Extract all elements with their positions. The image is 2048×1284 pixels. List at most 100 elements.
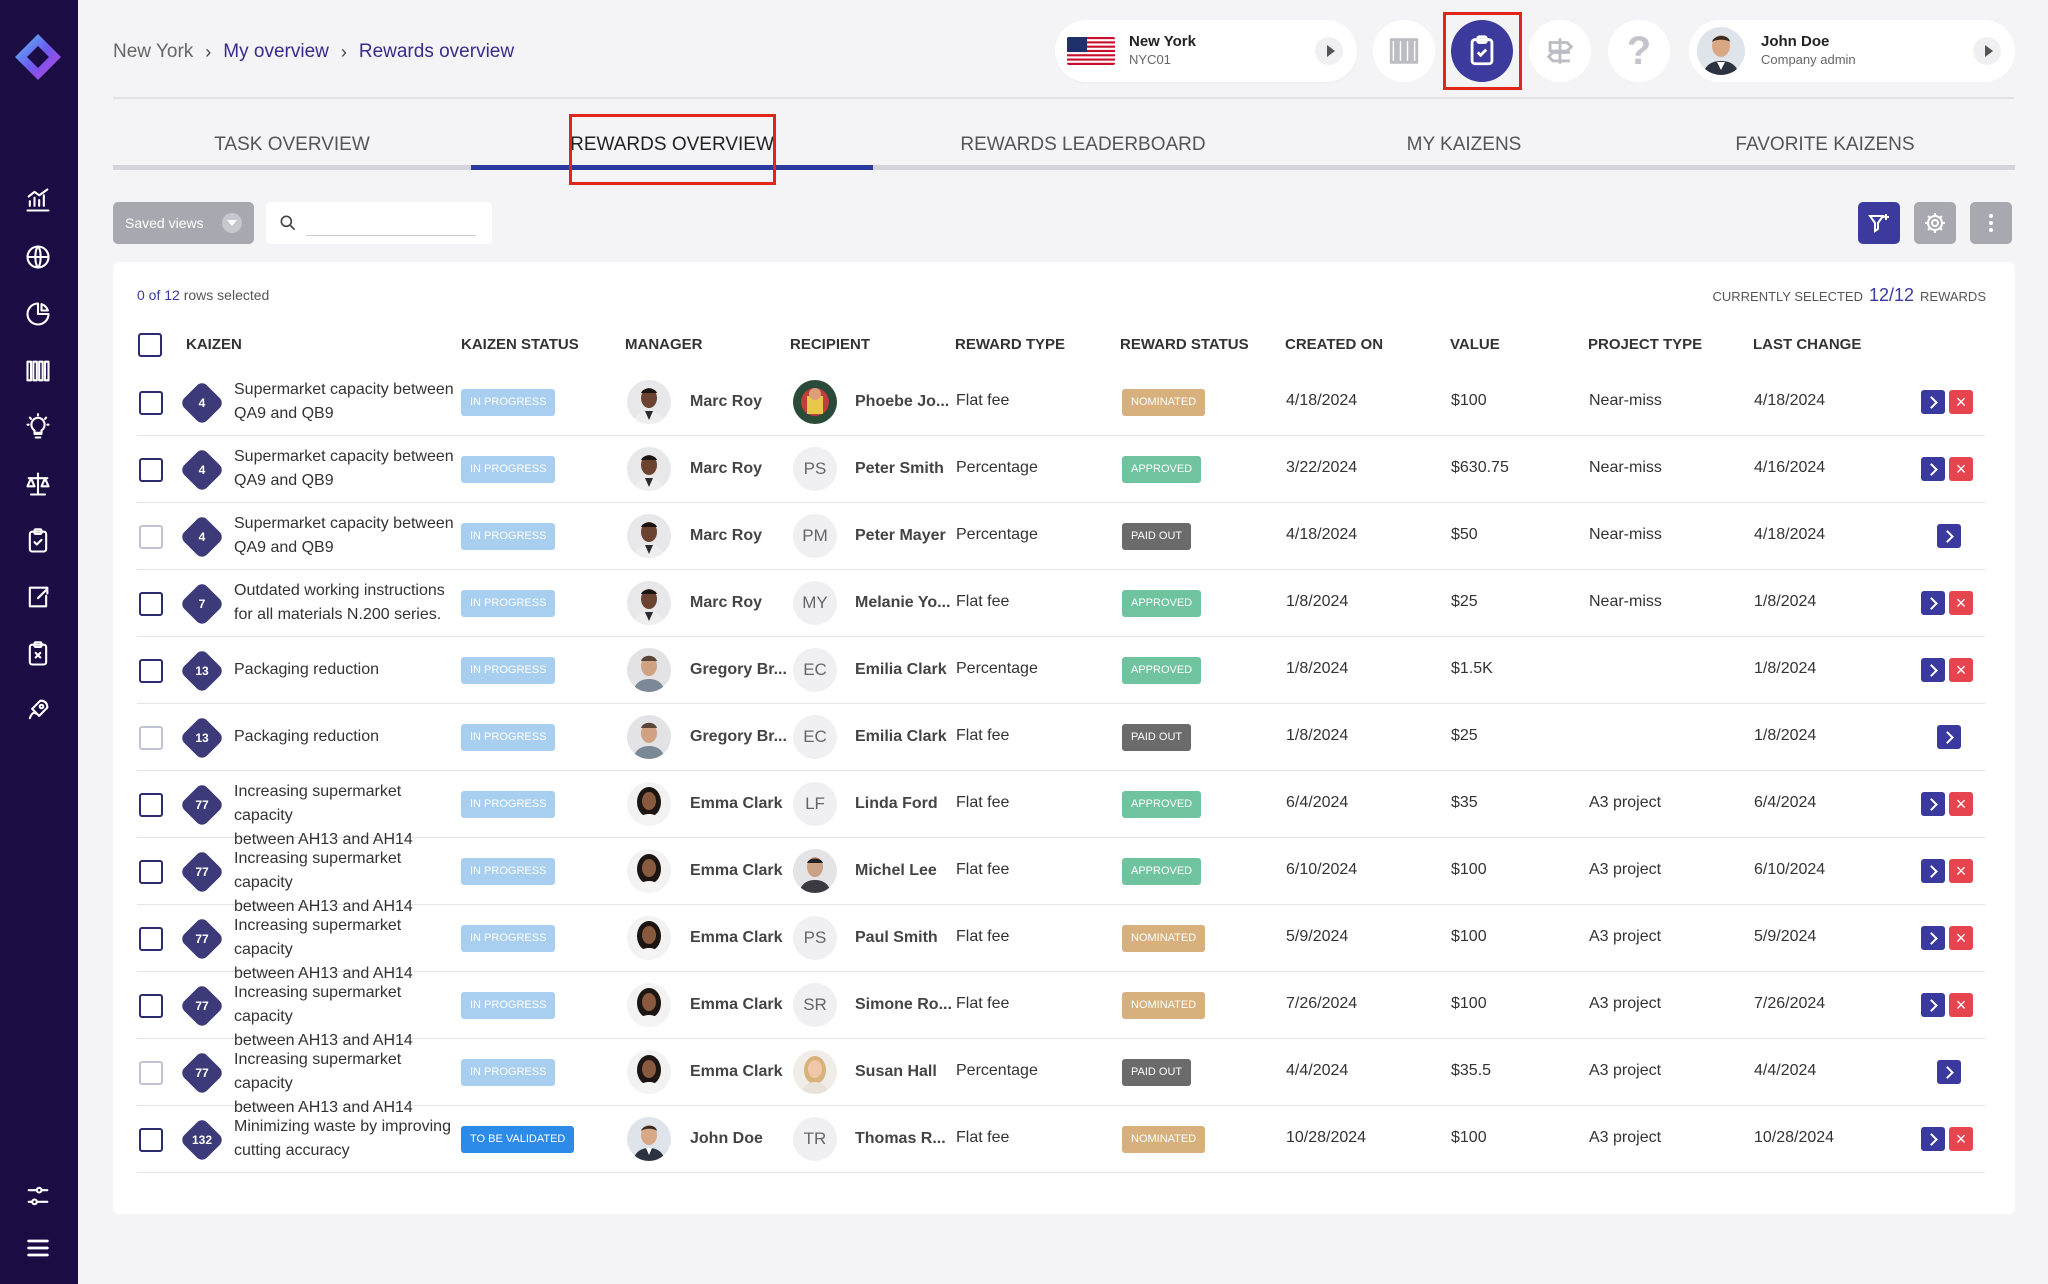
settings-sliders-icon[interactable] (22, 1180, 54, 1212)
open-row-button[interactable] (1937, 725, 1961, 749)
table-row[interactable]: 77 Increasing supermarket capacity betwe… (137, 905, 1985, 982)
user-menu[interactable]: John Doe Company admin (1689, 20, 2015, 82)
row-checkbox[interactable] (139, 525, 163, 549)
kaizen-title[interactable]: Supermarket capacity between QA9 and QB9 (234, 378, 464, 426)
open-row-button[interactable] (1921, 658, 1945, 682)
filter-button[interactable] (1858, 202, 1900, 244)
row-checkbox[interactable] (139, 793, 163, 817)
row-checkbox[interactable] (139, 659, 163, 683)
open-row-button[interactable] (1921, 591, 1945, 615)
lightbulb-icon[interactable] (22, 411, 54, 443)
board-view-button[interactable] (1373, 20, 1435, 82)
tab-favorite-kaizens[interactable]: FAVORITE KAIZENS (1735, 134, 1915, 155)
table-row[interactable]: 13 Packaging reduction IN PROGRESS Grego… (137, 637, 1985, 704)
kaizen-title[interactable]: Increasing supermarket capacity between … (234, 1048, 464, 1120)
col-manager[interactable]: MANAGER (625, 336, 703, 353)
table-row[interactable]: 77 Increasing supermarket capacity betwe… (137, 1039, 1985, 1116)
row-checkbox[interactable] (139, 994, 163, 1018)
kaizen-title[interactable]: Increasing supermarket capacity between … (234, 847, 464, 919)
app-logo[interactable] (11, 30, 65, 84)
more-options-button[interactable] (1970, 202, 2012, 244)
table-row[interactable]: 4 Supermarket capacity between QA9 and Q… (137, 436, 1985, 503)
row-checkbox[interactable] (139, 726, 163, 750)
analytics-icon[interactable] (22, 184, 54, 216)
tab-rewards-overview[interactable]: REWARDS OVERVIEW (570, 134, 774, 155)
select-all-checkbox[interactable] (138, 333, 162, 357)
location-selector[interactable]: New York NYC01 (1055, 20, 1357, 82)
open-row-button[interactable] (1921, 1127, 1945, 1151)
search-input[interactable] (306, 210, 476, 236)
table-row[interactable]: 13 Packaging reduction IN PROGRESS Grego… (137, 704, 1985, 771)
row-checkbox[interactable] (139, 391, 163, 415)
kaizen-title[interactable]: Increasing supermarket capacity between … (234, 981, 464, 1053)
kaizen-title[interactable]: Minimizing waste by improving cutting ac… (234, 1115, 464, 1163)
col-created-on[interactable]: CREATED ON (1285, 336, 1384, 353)
clipboard-icon[interactable] (22, 525, 54, 557)
delete-row-button[interactable]: × (1949, 390, 1973, 414)
open-row-button[interactable] (1937, 524, 1961, 548)
table-row[interactable]: 4 Supermarket capacity between QA9 and Q… (137, 503, 1985, 570)
open-row-button[interactable] (1921, 993, 1945, 1017)
globe-icon[interactable] (22, 241, 54, 273)
delete-row-button[interactable]: × (1949, 658, 1973, 682)
clipboard-x-icon[interactable] (22, 638, 54, 670)
col-recipient[interactable]: RECIPIENT (790, 336, 871, 353)
pie-chart-icon[interactable] (22, 298, 54, 330)
kaizen-title[interactable]: Increasing supermarket capacity between … (234, 780, 464, 852)
kaizen-title[interactable]: Supermarket capacity between QA9 and QB9 (234, 512, 464, 560)
open-row-button[interactable] (1921, 390, 1945, 414)
row-checkbox[interactable] (139, 860, 163, 884)
row-checkbox[interactable] (139, 927, 163, 951)
table-row[interactable]: 132 Minimizing waste by improving cuttin… (137, 1106, 1985, 1173)
open-row-button[interactable] (1921, 926, 1945, 950)
board-icon[interactable] (22, 355, 54, 387)
table-row[interactable]: 4 Supermarket capacity between QA9 and Q… (137, 369, 1985, 436)
tab-task-overview[interactable]: TASK OVERVIEW (214, 134, 370, 155)
row-checkbox[interactable] (139, 592, 163, 616)
col-reward-type[interactable]: REWARD TYPE (955, 336, 1066, 353)
row-checkbox[interactable] (139, 458, 163, 482)
kaizen-title[interactable]: Increasing supermarket capacity between … (234, 914, 464, 986)
kaizen-title[interactable]: Supermarket capacity between QA9 and QB9 (234, 445, 464, 493)
signpost-button[interactable] (1529, 20, 1591, 82)
table-row[interactable]: 77 Increasing supermarket capacity betwe… (137, 771, 1985, 848)
breadcrumb-my-overview[interactable]: My overview (223, 41, 329, 62)
table-row[interactable]: 77 Increasing supermarket capacity betwe… (137, 972, 1985, 1049)
kaizen-title[interactable]: Outdated working instructions for all ma… (234, 579, 464, 627)
delete-row-button[interactable]: × (1949, 993, 1973, 1017)
kaizen-title[interactable]: Packaging reduction (234, 725, 464, 749)
scales-icon[interactable] (22, 468, 54, 500)
row-checkbox[interactable] (139, 1128, 163, 1152)
user-arrow-icon[interactable] (1973, 37, 2001, 65)
open-row-button[interactable] (1921, 859, 1945, 883)
breadcrumb-root[interactable]: New York (113, 41, 194, 62)
menu-icon[interactable] (22, 1232, 54, 1264)
help-button[interactable]: ? (1608, 20, 1670, 82)
location-arrow-icon[interactable] (1315, 37, 1343, 65)
saved-views-button[interactable]: Saved views (113, 202, 254, 244)
tasks-button[interactable] (1451, 20, 1513, 82)
col-project-type[interactable]: PROJECT TYPE (1588, 336, 1703, 353)
tab-rewards-leaderboard[interactable]: REWARDS LEADERBOARD (960, 134, 1206, 155)
delete-row-button[interactable]: × (1949, 1127, 1973, 1151)
row-checkbox[interactable] (139, 1061, 163, 1085)
delete-row-button[interactable]: × (1949, 926, 1973, 950)
open-row-button[interactable] (1937, 1060, 1961, 1084)
edit-export-icon[interactable] (22, 581, 54, 613)
col-kaizen-status[interactable]: KAIZEN STATUS (461, 336, 579, 353)
open-row-button[interactable] (1921, 457, 1945, 481)
open-row-button[interactable] (1921, 792, 1945, 816)
col-kaizen[interactable]: KAIZEN (186, 336, 242, 353)
delete-row-button[interactable]: × (1949, 792, 1973, 816)
col-reward-status[interactable]: REWARD STATUS (1120, 336, 1249, 353)
delete-row-button[interactable]: × (1949, 457, 1973, 481)
table-row[interactable]: 77 Increasing supermarket capacity betwe… (137, 838, 1985, 915)
tab-my-kaizens[interactable]: MY KAIZENS (1406, 134, 1522, 155)
rocket-icon[interactable] (22, 694, 54, 726)
table-row[interactable]: 7 Outdated working instructions for all … (137, 570, 1985, 637)
delete-row-button[interactable]: × (1949, 859, 1973, 883)
settings-button[interactable] (1914, 202, 1956, 244)
delete-row-button[interactable]: × (1949, 591, 1973, 615)
kaizen-title[interactable]: Packaging reduction (234, 658, 464, 682)
col-value[interactable]: VALUE (1450, 336, 1500, 353)
